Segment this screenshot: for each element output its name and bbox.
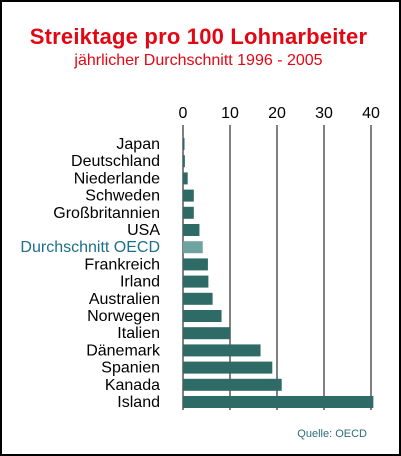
category-label: Großbritannien [53, 205, 160, 222]
category-label: Island [117, 394, 160, 411]
chart-subtitle: jährlicher Durchschnitt 1996 - 2005 [74, 52, 323, 69]
category-label: Italien [117, 325, 160, 342]
bar [183, 310, 222, 322]
category-label: Dänemark [86, 342, 161, 359]
source-note: Quelle: OECD [297, 428, 367, 440]
category-label: Japan [116, 136, 160, 153]
bar [183, 361, 273, 374]
bar [183, 155, 185, 168]
bar [183, 344, 261, 357]
bar [183, 327, 230, 340]
bar [183, 241, 203, 254]
bar [183, 206, 194, 219]
bar [183, 378, 282, 391]
category-label: Schweden [85, 188, 160, 205]
x-tick-label: 10 [221, 105, 239, 122]
category-label: Durchschnitt OECD [20, 239, 160, 256]
x-tick-label: 0 [179, 105, 188, 122]
category-label: Niederlande [74, 170, 160, 187]
category-label: Kanada [105, 377, 160, 394]
bar [183, 292, 213, 305]
chart-title: Streiktage pro 100 Lohnarbeiter [29, 24, 368, 49]
bar [183, 275, 209, 288]
bar [183, 138, 185, 150]
x-tick-label: 40 [362, 105, 380, 122]
category-label: Spanien [101, 360, 160, 377]
category-label: Australien [89, 291, 160, 308]
category-label: Norwegen [87, 308, 160, 325]
x-tick-label: 20 [268, 105, 286, 122]
bar [183, 258, 208, 271]
bar [183, 172, 188, 185]
x-tick-label: 30 [315, 105, 333, 122]
category-label: Deutschland [71, 153, 160, 170]
category-label: USA [127, 222, 160, 239]
category-label: Frankreich [84, 256, 160, 273]
bar [183, 396, 374, 408]
bar [183, 189, 194, 202]
bar [183, 224, 200, 236]
category-label: Irland [120, 274, 160, 291]
